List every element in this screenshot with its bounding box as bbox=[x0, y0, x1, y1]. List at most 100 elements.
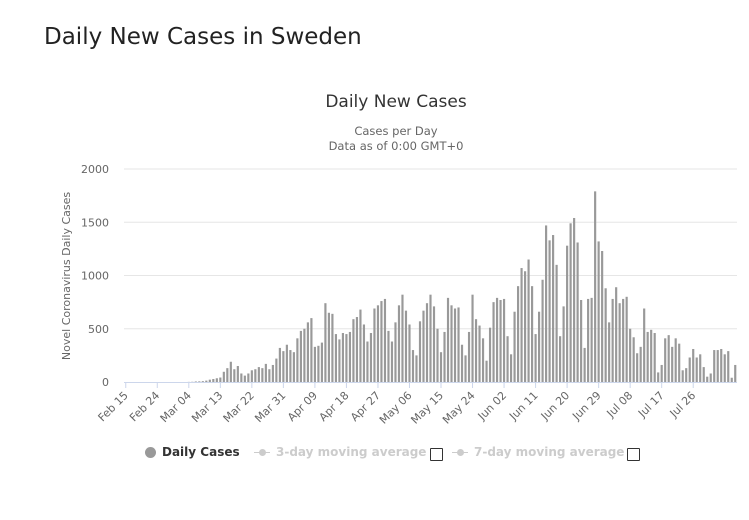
bar[interactable] bbox=[608, 322, 611, 382]
bar[interactable] bbox=[450, 305, 453, 382]
bar[interactable] bbox=[194, 381, 197, 382]
bar[interactable] bbox=[338, 339, 341, 382]
bar[interactable] bbox=[376, 305, 380, 382]
checkbox-3-day-average[interactable] bbox=[430, 448, 443, 461]
bar[interactable] bbox=[306, 322, 309, 382]
bar[interactable] bbox=[369, 333, 373, 382]
bar[interactable] bbox=[348, 331, 352, 382]
bar[interactable] bbox=[394, 322, 397, 382]
bar[interactable] bbox=[713, 350, 716, 382]
bar[interactable] bbox=[439, 352, 443, 382]
bar[interactable] bbox=[481, 338, 485, 382]
bar[interactable] bbox=[390, 341, 394, 382]
bar[interactable] bbox=[303, 328, 306, 382]
legend-item-daily-cases[interactable]: Daily Cases bbox=[145, 445, 240, 459]
bar[interactable] bbox=[485, 360, 488, 382]
bar[interactable] bbox=[289, 350, 292, 382]
bar[interactable] bbox=[583, 347, 586, 382]
bar[interactable] bbox=[559, 336, 562, 382]
bar[interactable] bbox=[720, 348, 723, 382]
bar[interactable] bbox=[734, 364, 737, 382]
bar[interactable] bbox=[495, 297, 499, 382]
bar[interactable] bbox=[516, 286, 520, 382]
bar[interactable] bbox=[723, 354, 726, 382]
bar[interactable] bbox=[681, 370, 684, 382]
bar[interactable] bbox=[674, 338, 677, 382]
bar[interactable] bbox=[622, 298, 625, 382]
bar[interactable] bbox=[355, 317, 359, 382]
bar[interactable] bbox=[474, 319, 478, 382]
bar[interactable] bbox=[331, 313, 334, 382]
bar[interactable] bbox=[615, 287, 618, 382]
bar[interactable] bbox=[278, 347, 281, 382]
bar[interactable] bbox=[685, 368, 688, 382]
bar[interactable] bbox=[573, 217, 576, 382]
bar[interactable] bbox=[667, 335, 670, 382]
legend-item-7-day-average[interactable]: 7-day moving average bbox=[452, 445, 624, 459]
bar[interactable] bbox=[562, 306, 565, 382]
bar[interactable] bbox=[299, 330, 302, 382]
bar[interactable] bbox=[706, 376, 709, 382]
bar[interactable] bbox=[212, 379, 215, 382]
bar[interactable] bbox=[352, 319, 355, 382]
bar[interactable] bbox=[632, 337, 635, 382]
bar[interactable] bbox=[597, 241, 600, 382]
bar[interactable] bbox=[594, 191, 597, 382]
bar[interactable] bbox=[310, 318, 313, 382]
bar[interactable] bbox=[702, 367, 705, 382]
bar[interactable] bbox=[261, 368, 264, 382]
bar[interactable] bbox=[457, 307, 460, 382]
bar[interactable] bbox=[380, 301, 383, 382]
bar[interactable] bbox=[692, 348, 695, 382]
bar[interactable] bbox=[222, 371, 225, 382]
bar[interactable] bbox=[215, 378, 218, 382]
bar[interactable] bbox=[604, 288, 607, 382]
checkbox-7-day-average[interactable] bbox=[627, 448, 640, 461]
bar[interactable] bbox=[488, 327, 492, 382]
bar[interactable] bbox=[401, 294, 404, 382]
bar[interactable] bbox=[418, 321, 422, 382]
bar[interactable] bbox=[317, 345, 320, 382]
bar[interactable] bbox=[492, 302, 495, 383]
bar[interactable] bbox=[636, 353, 639, 382]
bar[interactable] bbox=[678, 343, 681, 382]
bar[interactable] bbox=[695, 357, 698, 383]
bar[interactable] bbox=[502, 298, 506, 382]
bar[interactable] bbox=[625, 296, 628, 382]
bar[interactable] bbox=[446, 297, 450, 382]
bar[interactable] bbox=[523, 271, 527, 382]
bar[interactable] bbox=[285, 344, 288, 382]
bar[interactable] bbox=[436, 328, 439, 382]
bar[interactable] bbox=[324, 303, 327, 382]
bar[interactable] bbox=[467, 331, 471, 382]
bar[interactable] bbox=[313, 346, 316, 382]
bar[interactable] bbox=[425, 303, 429, 382]
bar[interactable] bbox=[383, 298, 387, 382]
bar[interactable] bbox=[205, 380, 208, 382]
bar[interactable] bbox=[611, 298, 614, 382]
bar[interactable] bbox=[240, 373, 243, 382]
bar[interactable] bbox=[415, 355, 418, 383]
bar[interactable] bbox=[296, 338, 299, 382]
bar[interactable] bbox=[566, 245, 569, 382]
bar[interactable] bbox=[226, 368, 229, 382]
legend-item-3-day-average[interactable]: 3-day moving average bbox=[254, 445, 426, 459]
bar[interactable] bbox=[552, 235, 555, 382]
bar[interactable] bbox=[208, 379, 211, 382]
bar[interactable] bbox=[587, 298, 590, 382]
bar[interactable] bbox=[660, 364, 663, 382]
bar[interactable] bbox=[657, 372, 660, 382]
bar[interactable] bbox=[569, 223, 572, 382]
bar[interactable] bbox=[345, 334, 348, 382]
bar[interactable] bbox=[443, 331, 446, 382]
bar[interactable] bbox=[201, 381, 204, 382]
bar[interactable] bbox=[453, 308, 457, 382]
bar[interactable] bbox=[233, 369, 236, 382]
bar[interactable] bbox=[327, 312, 330, 382]
bar[interactable] bbox=[688, 357, 691, 383]
bar[interactable] bbox=[716, 350, 719, 382]
bar[interactable] bbox=[275, 358, 278, 382]
bar[interactable] bbox=[341, 333, 345, 382]
bar[interactable] bbox=[460, 344, 464, 382]
bar[interactable] bbox=[646, 331, 649, 382]
